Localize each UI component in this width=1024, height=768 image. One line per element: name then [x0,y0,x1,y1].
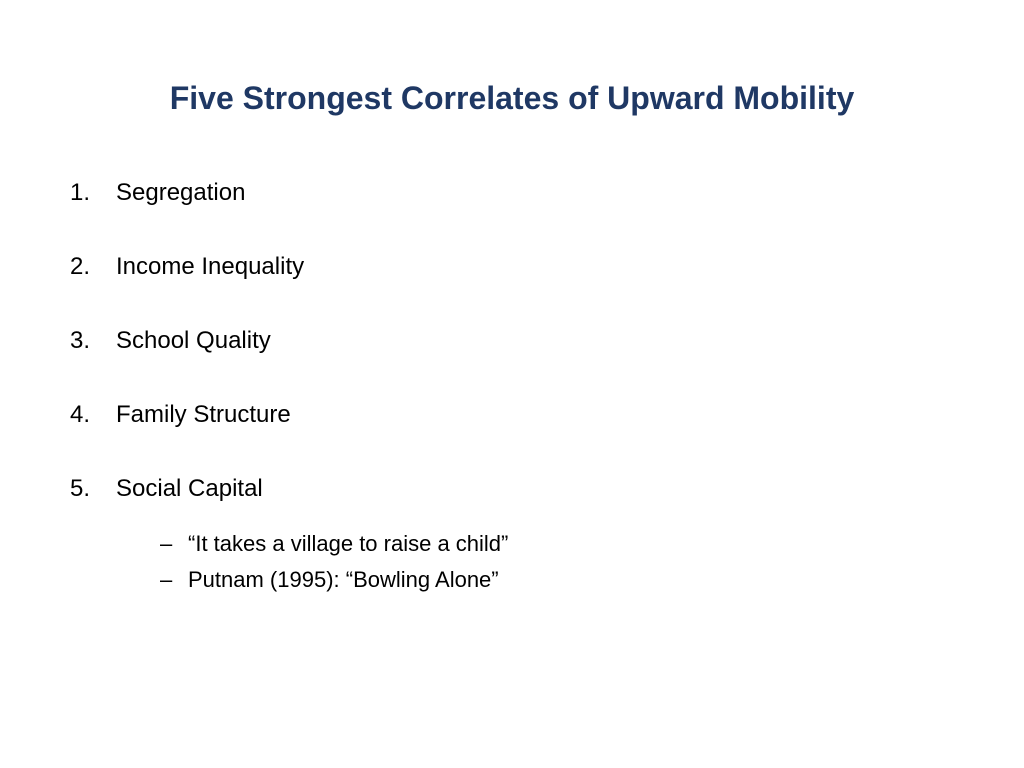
list-item: 3. School Quality [70,327,954,355]
list-item: 4. Family Structure [70,401,954,429]
list-text: Segregation [116,179,954,207]
sublist-text: “It takes a village to raise a child” [188,531,954,557]
sublist-item: – “It takes a village to raise a child” [160,531,954,557]
list-number: 1. [70,179,116,207]
list-number: 2. [70,253,116,281]
list-text: Family Structure [116,401,954,429]
list-number: 4. [70,401,116,429]
list-item: 5. Social Capital [70,475,954,503]
sub-list: – “It takes a village to raise a child” … [70,531,954,593]
main-list: 1. Segregation 2. Income Inequality 3. S… [70,179,954,503]
list-item: 2. Income Inequality [70,253,954,281]
list-number: 3. [70,327,116,355]
list-item: 1. Segregation [70,179,954,207]
sublist-item: – Putnam (1995): “Bowling Alone” [160,567,954,593]
sublist-text: Putnam (1995): “Bowling Alone” [188,567,954,593]
slide-title: Five Strongest Correlates of Upward Mobi… [70,80,954,117]
list-text: School Quality [116,327,954,355]
list-text: Income Inequality [116,253,954,281]
list-text: Social Capital [116,475,954,503]
sublist-dash: – [160,531,188,557]
list-number: 5. [70,475,116,503]
sublist-dash: – [160,567,188,593]
